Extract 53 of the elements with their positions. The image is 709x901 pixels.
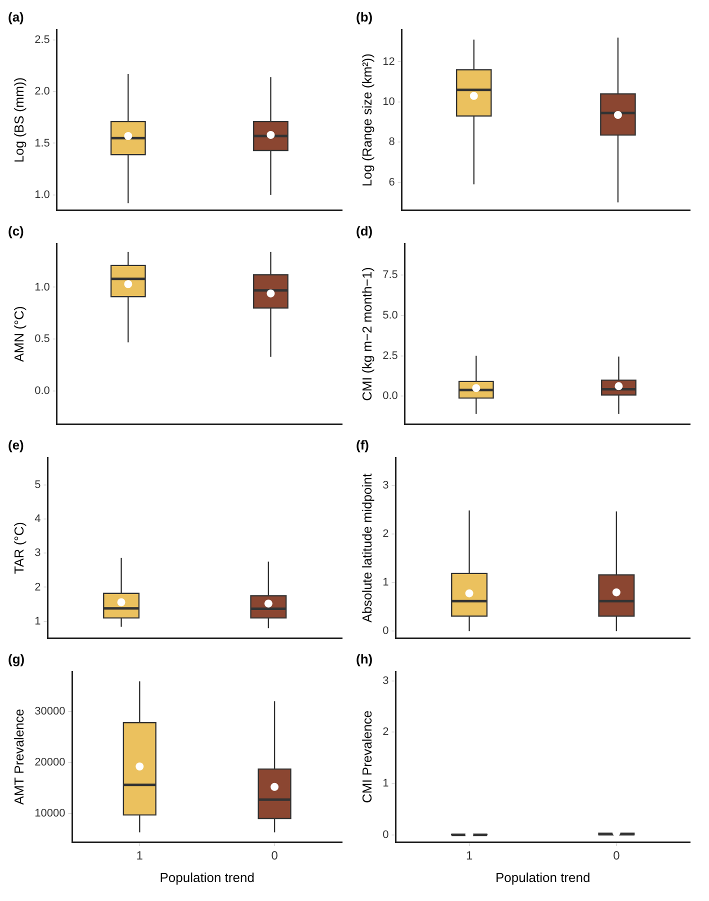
y-tick-label: 0 [382, 625, 389, 638]
x-axis-title: Population trend [496, 870, 590, 885]
y-tick-label: 1 [382, 576, 389, 589]
y-tick-label: 20000 [34, 756, 66, 768]
y-tick-label: 0 [382, 828, 389, 841]
y-tick-label: 0.0 [34, 385, 50, 398]
y-tick-label: 2 [382, 528, 389, 540]
y-tick-label: 1 [34, 615, 41, 628]
x-tick-label: 1 [466, 848, 473, 863]
y-tick-label: 3 [382, 480, 389, 492]
y-tick-label: 8 [388, 136, 395, 148]
chart-title: (a) [8, 9, 24, 24]
y-tick-label: 3 [34, 547, 41, 560]
y-axis-title: CMI (kg m−2 month−1) [359, 267, 374, 401]
y-tick-label: 1 [382, 778, 389, 790]
chart-title: (e) [8, 437, 24, 452]
y-tick-label: 4 [34, 513, 41, 526]
y-axis-title: Log (BS (mm)) [11, 77, 26, 163]
y-tick-label: 5 [34, 478, 41, 491]
y-axis-title: Log (Range size (km²)) [359, 54, 374, 186]
x-axis-title: Population trend [160, 870, 254, 885]
x-tick-label: 1 [136, 848, 144, 863]
chart-title: (f) [356, 437, 369, 452]
y-tick-label: 2.0 [34, 86, 50, 98]
chart-title: (h) [356, 651, 373, 666]
y-tick-label: 30000 [34, 705, 66, 718]
chart-title: (g) [8, 651, 25, 666]
x-tick-label: 0 [613, 848, 620, 863]
y-tick-label: 6 [388, 176, 395, 188]
y-tick-label: 1.0 [34, 281, 50, 294]
y-axis-title: Absolute latitude midpoint [359, 473, 374, 622]
chart-title: (c) [8, 223, 24, 238]
y-tick-label: 2 [382, 726, 389, 738]
y-tick-label: 7.5 [382, 269, 398, 282]
y-tick-label: 10000 [34, 807, 66, 820]
y-axis-title: AMT Prevalence [11, 708, 26, 805]
x-tick-label: 0 [271, 848, 278, 863]
y-tick-label: 0.0 [382, 390, 398, 402]
y-tick-label: 2 [34, 581, 41, 594]
y-tick-label: 12 [382, 56, 395, 68]
y-tick-label: 5.0 [382, 309, 398, 322]
y-tick-label: 1.0 [34, 188, 50, 201]
y-axis-title: AMN (°C) [11, 306, 26, 362]
y-tick-label: 1.5 [34, 137, 50, 150]
y-axis-title: TAR (°C) [11, 522, 26, 574]
y-axis-title: CMI Prevalence [359, 710, 374, 804]
y-tick-label: 3 [382, 674, 389, 687]
y-tick-label: 2.5 [382, 350, 398, 362]
y-tick-label: 10 [382, 96, 395, 108]
y-tick-label: 2.5 [34, 34, 50, 46]
chart-title: (b) [356, 9, 373, 24]
chart-title: (d) [356, 223, 373, 238]
y-tick-label: 0.5 [34, 333, 50, 346]
